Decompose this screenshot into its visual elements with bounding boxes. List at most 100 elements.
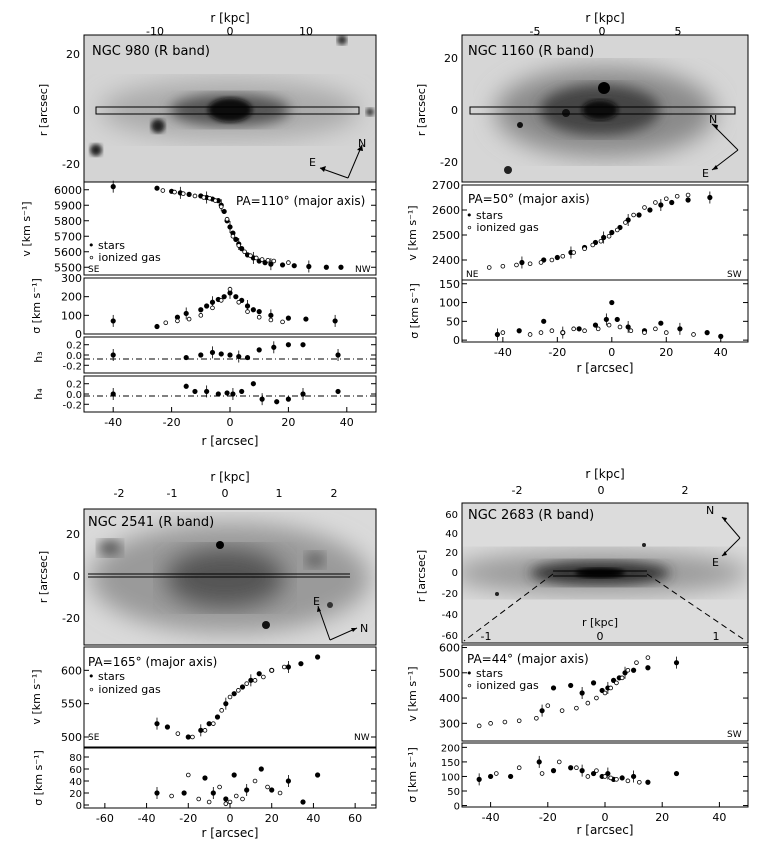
image-ytick: 0 [452,568,458,579]
panel-ngc2541: r [kpc] -2 -1 0 1 2 NGC 2541 (R band) 20… [30,470,377,840]
gas-point [602,690,608,696]
gas-point [180,191,186,196]
gas-point [614,777,619,782]
gas-point [614,227,620,233]
star-point [579,768,585,774]
star-point [541,318,547,324]
star-point [239,684,246,690]
h4-plot: 0.20.0-0.2 h₄ [32,375,377,413]
star-point [279,262,286,268]
y-tick-label: -0.2 [62,400,82,411]
y-tick-label: 6000 [54,184,82,197]
star-point [306,263,312,270]
legend-stars: • stars [88,239,125,252]
star-point [536,759,542,765]
star-point [550,685,557,691]
compass-east: E [712,556,719,569]
image-ytick: 20 [66,528,80,541]
star-point [314,772,321,778]
galaxy-image [84,35,376,182]
gas-point [218,204,224,210]
image-ytick: 0 [451,104,458,117]
top-tick: -5 [530,25,541,38]
bottom-axis-label: r [arcsec] [202,826,259,840]
gas-point [595,326,601,332]
x-tick-label: -20 [539,811,557,824]
gas-point [500,330,506,335]
star-point [550,768,557,774]
gas-point [488,721,493,726]
gas-point [265,257,271,263]
star-point [183,310,189,317]
gas-point [631,212,636,218]
compass: N E [313,595,368,641]
bottom-axis-label: r [arcsec] [202,434,259,448]
gas-point [277,790,283,796]
star-point [568,765,574,771]
gas-point [539,771,545,776]
gas-point [213,198,218,203]
image-label: NGC 2541 (R band) [88,515,214,530]
side-left: SE [88,265,100,275]
star-point [209,299,216,305]
gas-point [625,667,631,673]
star-point [233,236,239,242]
star-point [218,351,224,357]
plot-frame [83,277,377,335]
gas-point [240,796,245,802]
dispersion-ylabel: σ [km s⁻¹] [30,278,43,334]
star-point [590,770,597,777]
dispersion-plot: 150 100 50 0 σ [km s⁻¹] [408,278,749,347]
gas-point [236,688,241,693]
data-points [494,299,724,341]
gas-point [265,784,270,790]
y-tick-label: 5500 [54,261,82,274]
data-points [476,755,680,786]
star-point [258,766,264,772]
gas-point [617,324,623,330]
gas-point [186,316,192,322]
gas-point [248,253,253,258]
image-ytick: 20 [445,548,458,559]
star-point [605,770,611,777]
gas-point [223,801,229,807]
star-point [274,399,280,405]
star-point [250,381,256,387]
gas-point [175,731,181,736]
star-point [291,263,297,269]
image-ylabel: r [arcsec] [37,84,50,136]
star-point [236,353,242,360]
gas-point [538,330,544,335]
star-point [248,677,254,683]
gas-point [219,708,224,713]
star-point [614,316,620,323]
gas-point [252,678,258,683]
star-point [645,779,651,785]
dispersion-plot: 300 200 100 0 σ [km s⁻¹] [30,272,377,341]
image-label: NGC 980 (R band) [92,44,210,59]
star-point [110,352,116,358]
x-tick-label: -20 [179,812,197,825]
image-label: NGC 2683 (R band) [468,508,594,523]
compass-north: N [358,137,366,150]
x-tick-label: 20 [281,416,295,429]
star-point [601,234,607,241]
gas-point [198,313,204,318]
star-point [239,246,245,252]
gas-point [549,257,555,263]
x-tick-label: 20 [655,811,669,824]
x-tick-label: 20 [265,812,279,825]
y-tick-label: 550 [61,698,82,711]
x-tick-label: -60 [96,812,114,825]
gas-point [663,330,669,335]
y-tick-label: 400 [439,692,460,705]
y-tick-label: 50 [446,315,460,328]
star-point [298,661,304,667]
gas-point [685,192,691,198]
velocity-ylabel: v [km s⁻¹] [406,666,419,721]
legend-gas: ∘ ionized gas [88,251,161,264]
x-tick-label: -40 [482,811,500,824]
top-tick: 0 [227,25,234,38]
